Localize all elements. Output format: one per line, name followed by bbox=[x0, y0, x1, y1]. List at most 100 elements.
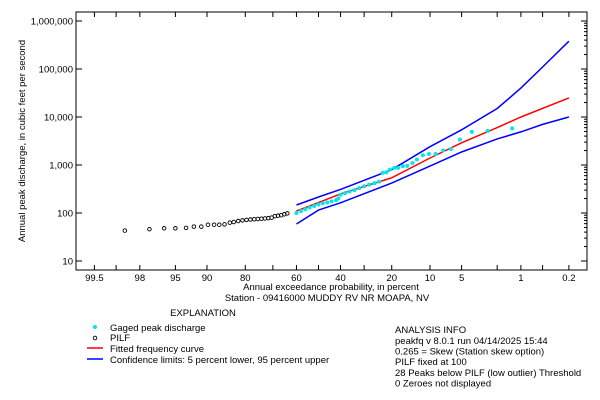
gaged-peak-point bbox=[329, 199, 334, 204]
y-tick-label: 1,000,000 bbox=[31, 17, 73, 28]
gaged-peak-point bbox=[362, 184, 367, 189]
gaged-peak-point bbox=[343, 191, 348, 196]
x-tick-label: 1 bbox=[518, 273, 523, 284]
pilf-point bbox=[191, 224, 197, 229]
legend-item: Gaged peak discharge bbox=[110, 323, 206, 334]
gaged-peak-point bbox=[448, 147, 453, 152]
gaged-peak-point bbox=[441, 148, 446, 153]
confidence-limit-lower bbox=[296, 116, 570, 225]
gaged-peak-point bbox=[405, 163, 410, 168]
y-tick-label: 10,000 bbox=[44, 113, 73, 124]
pilf-point bbox=[255, 216, 261, 222]
y-tick-label: 1,000 bbox=[49, 161, 73, 172]
y-axis-label: Annual peak discharge, in cubic feet per… bbox=[17, 40, 28, 242]
analysis-info: ANALYSIS INFO peakfq v 8.0.1 run 04/14/2… bbox=[395, 325, 581, 390]
gaged-peak-point bbox=[469, 129, 474, 134]
gaged-peak-point bbox=[325, 200, 330, 205]
y-tick-label: 10 bbox=[62, 257, 73, 268]
pilf-point bbox=[161, 226, 167, 231]
gaged-peak-point bbox=[377, 179, 382, 184]
legend-item: Confidence limits: 5 percent lower, 95 p… bbox=[110, 355, 329, 366]
x-tick-label: 90 bbox=[202, 273, 213, 284]
series-points bbox=[122, 126, 515, 233]
x-axis-label: Annual exceedance probability, in percen… bbox=[243, 282, 419, 293]
gaged-peak-point bbox=[352, 188, 357, 193]
legend-gaged-marker bbox=[93, 325, 97, 329]
x-tick-label: 60 bbox=[291, 273, 302, 284]
station-subtitle: Station - 09416000 MUDDY RV NR MOAPA, NV bbox=[225, 293, 430, 304]
y-tick-label: 100,000 bbox=[39, 65, 73, 76]
analysis-info-line: 28 Peaks below PILF (low outlier) Thresh… bbox=[395, 368, 581, 379]
series-lines bbox=[296, 40, 570, 225]
gaged-peak-point bbox=[338, 192, 343, 197]
pilf-point bbox=[227, 220, 233, 225]
gaged-peak-point bbox=[298, 209, 303, 214]
gaged-peak-point bbox=[410, 161, 415, 166]
legend-item: Fitted frequency curve bbox=[110, 344, 204, 355]
gaged-peak-point bbox=[320, 201, 325, 206]
x-tick-label: 40 bbox=[335, 273, 346, 284]
analysis-info-line: peakfq v 8.0.1 run 04/14/2025 15:44 bbox=[395, 336, 548, 347]
gaged-peak-point bbox=[457, 137, 462, 142]
confidence-limit-upper bbox=[296, 40, 570, 206]
gaged-peak-point bbox=[372, 181, 377, 186]
fitted-frequency-curve bbox=[296, 97, 570, 212]
gaged-peak-point bbox=[414, 157, 419, 162]
pilf-point bbox=[285, 211, 290, 216]
gaged-peak-point bbox=[420, 153, 425, 158]
analysis-info-title: ANALYSIS INFO bbox=[395, 325, 466, 336]
gaged-peak-point bbox=[303, 207, 308, 212]
gaged-peak-point bbox=[312, 203, 317, 208]
pilf-point bbox=[235, 218, 241, 224]
gaged-peak-point bbox=[347, 189, 352, 194]
pilf-point bbox=[240, 218, 245, 223]
gaged-peak-point bbox=[367, 182, 372, 187]
pilf-point bbox=[211, 222, 217, 227]
x-tick-label: 5 bbox=[459, 273, 464, 284]
y-tick-label: 100 bbox=[57, 209, 73, 220]
gaged-peak-point bbox=[392, 165, 397, 170]
plot-frame bbox=[75, 11, 588, 271]
x-axis: 99.5 98 95 90 80 60 40 20 10 5 1 0.2 bbox=[85, 12, 576, 284]
gaged-peak-point bbox=[316, 202, 321, 207]
legend-pilf-marker bbox=[92, 335, 98, 341]
pilf-point bbox=[147, 226, 152, 232]
pilf-point bbox=[199, 224, 204, 229]
x-tick-label: 80 bbox=[240, 273, 251, 284]
pilf-point bbox=[244, 217, 249, 223]
x-tick-label: 95 bbox=[170, 273, 181, 284]
pilf-point bbox=[205, 222, 211, 227]
analysis-info-line: 0.265 = Skew (Station skew option) bbox=[395, 347, 544, 358]
x-tick-label: 20 bbox=[386, 273, 397, 284]
pilf-point bbox=[173, 226, 178, 231]
gaged-peak-point bbox=[485, 129, 490, 134]
gaged-peak-point bbox=[384, 170, 389, 175]
gaged-peak-point bbox=[396, 165, 401, 170]
analysis-info-line: PILF fixed at 100 bbox=[395, 357, 467, 368]
pilf-point bbox=[217, 222, 222, 227]
x-tick-label: 0.2 bbox=[562, 273, 575, 284]
legend: EXPLANATION Gaged peak discharge PILF Fi… bbox=[87, 308, 329, 366]
pilf-point bbox=[183, 225, 189, 231]
pilf-point bbox=[122, 228, 128, 233]
gaged-peak-point bbox=[427, 151, 432, 156]
gaged-peak-point bbox=[387, 167, 392, 172]
pilf-point bbox=[222, 222, 227, 227]
gaged-peak-point bbox=[510, 126, 515, 131]
gaged-peak-point bbox=[380, 170, 385, 175]
y-axis: 10 100 1,000 10,000 100,000 1,000,000 bbox=[31, 17, 587, 268]
gaged-peak-point bbox=[307, 205, 312, 210]
x-tick-label: 10 bbox=[425, 273, 436, 284]
pilf-point bbox=[251, 217, 257, 222]
x-tick-label: 99.5 bbox=[85, 273, 104, 284]
pilf-point bbox=[248, 217, 253, 222]
legend-title: EXPLANATION bbox=[170, 308, 236, 319]
legend-item: PILF bbox=[110, 333, 130, 344]
gaged-peak-point bbox=[357, 186, 362, 191]
gaged-peak-point bbox=[400, 164, 405, 169]
pilf-point bbox=[231, 219, 237, 225]
gaged-peak-point bbox=[294, 211, 299, 215]
x-tick-label: 98 bbox=[135, 273, 146, 284]
gaged-peak-point bbox=[334, 198, 339, 203]
